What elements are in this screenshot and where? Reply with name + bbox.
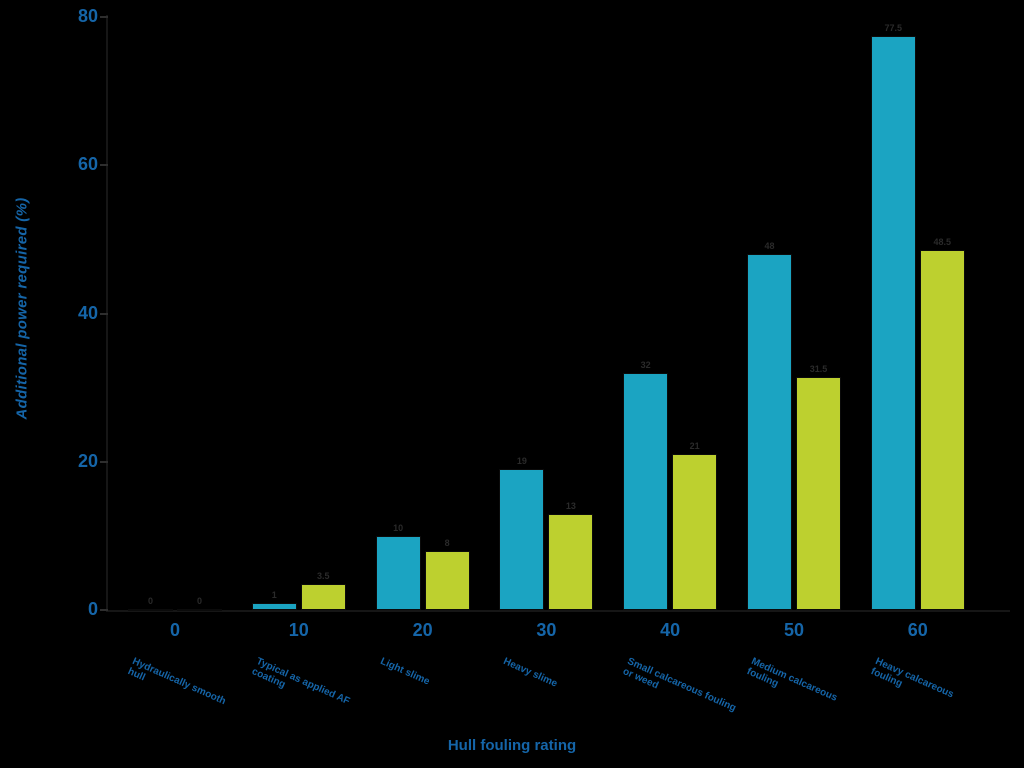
bar-series-teal-fr40 xyxy=(623,373,669,610)
bar-value-label: 1 xyxy=(271,590,277,600)
x-tick-label: 0 xyxy=(169,620,181,640)
bar-value-label: 13 xyxy=(565,501,576,511)
category-description: Heavy calcareous fouling xyxy=(868,656,956,701)
y-tick-label: 60 xyxy=(77,154,98,175)
bar-value-label: 32 xyxy=(640,360,651,370)
y-tick-label: 0 xyxy=(87,599,98,619)
bar-value-label: 31.5 xyxy=(809,364,828,374)
bar-series-teal-fr10 xyxy=(251,603,297,610)
bar-series-teal-fr50 xyxy=(747,254,792,610)
y-tick-mark xyxy=(100,312,108,315)
bar-value-label: 3.5 xyxy=(317,571,330,581)
bar-value-label: 10 xyxy=(393,523,404,533)
bar-series-green-fr50 xyxy=(796,377,841,610)
bar-series-green-fr30 xyxy=(548,514,594,610)
bar-series-green-fr10 xyxy=(300,584,346,610)
y-tick-label: 80 xyxy=(77,6,98,26)
y-tick-mark xyxy=(100,460,108,463)
x-tick-label: 10 xyxy=(288,620,309,640)
bar-value-label: 21 xyxy=(689,441,700,451)
category-description: Light slime xyxy=(378,656,431,688)
x-axis-line xyxy=(108,610,1010,612)
bar-series-green-fr40 xyxy=(672,454,718,610)
bar-value-label: 19 xyxy=(516,456,527,466)
y-tick-label: 40 xyxy=(77,302,98,323)
x-tick-label: 30 xyxy=(536,620,557,640)
y-tick-label: 20 xyxy=(77,450,98,471)
bar-series-green-fr60 xyxy=(919,250,965,610)
category-description: Heavy slime xyxy=(501,656,560,690)
x-tick-label: 40 xyxy=(660,620,681,640)
x-tick-label: 60 xyxy=(907,620,928,640)
category-description: Hydraulically smooth hull xyxy=(125,656,228,708)
category-description: Medium calcareous fouling xyxy=(744,656,839,704)
x-axis-label: Hull fouling rating xyxy=(447,737,577,754)
y-axis-label: Additional power required (%) xyxy=(13,197,31,420)
bar-value-label: 48 xyxy=(764,241,775,251)
y-tick-mark xyxy=(100,164,108,167)
bar-series-teal-fr30 xyxy=(499,469,545,610)
x-tick-label: 50 xyxy=(783,620,805,640)
y-tick-mark xyxy=(100,609,108,611)
bar-series-green-fr20 xyxy=(424,551,470,610)
bar-value-label: 48.5 xyxy=(933,237,952,247)
category-description: Typical as applied AF coating xyxy=(249,656,352,708)
y-tick-mark xyxy=(100,16,108,18)
bar-value-label: 8 xyxy=(444,538,450,548)
category-description: Small calcareous fouling or weed xyxy=(621,656,738,714)
bar-value-label: 77.5 xyxy=(884,23,903,33)
bar-series-green-fr0 xyxy=(177,609,222,611)
bar-value-label: 0 xyxy=(196,596,203,606)
bar-value-label: 0 xyxy=(147,596,154,606)
x-tick-label: 20 xyxy=(412,620,433,640)
bar-series-teal-fr60 xyxy=(870,36,916,610)
bar-series-teal-fr20 xyxy=(375,536,421,610)
bar-series-teal-fr0 xyxy=(128,609,173,611)
